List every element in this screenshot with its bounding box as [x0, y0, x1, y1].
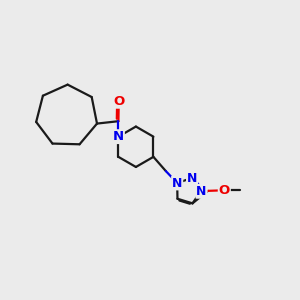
Text: N: N — [172, 176, 182, 190]
Text: O: O — [113, 95, 124, 108]
Text: N: N — [187, 172, 197, 185]
Text: N: N — [113, 130, 124, 143]
Text: N: N — [196, 185, 207, 198]
Text: O: O — [219, 184, 230, 197]
